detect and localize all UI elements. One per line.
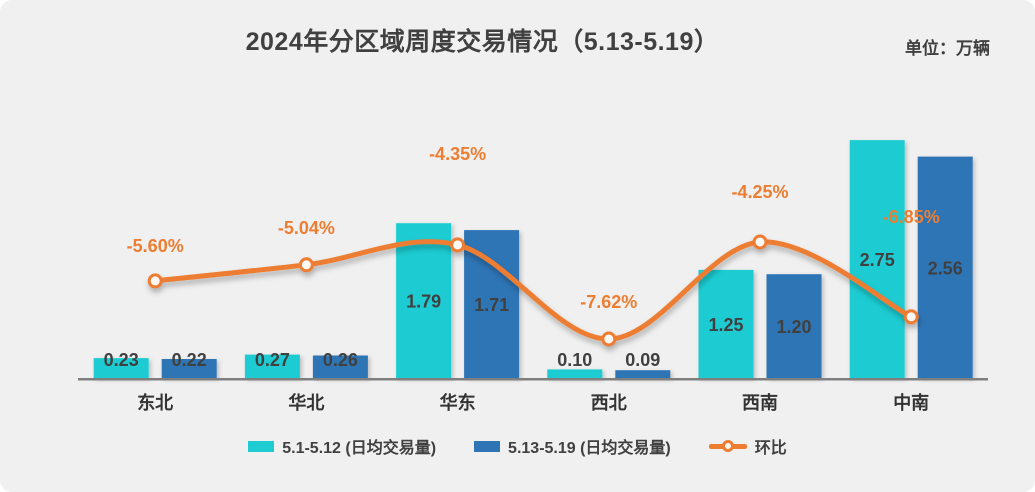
ratio-line-group [147,234,919,347]
bar-series2-5 [917,156,973,378]
ratio-point-1 [298,257,314,273]
bar-series1-3 [547,369,603,379]
x-axis-label: 华北 [288,392,324,413]
unit-label: 单位：万辆 [905,39,990,58]
legend-label-week1: 5.1-5.12 (日均交易量) [282,440,437,457]
legend: 5.1-5.12 (日均交易量) 5.13-5.19 (日均交易量) 环比 [0,434,1035,458]
pct-label: -4.25% [731,182,788,202]
legend-line-marker-icon [708,440,747,452]
legend-item-ratio: 环比 [708,434,787,458]
bar-value-label: 0.23 [104,350,139,370]
legend-swatch-cyan-icon [248,440,275,452]
bar-value-label: 1.20 [776,317,811,337]
bar-value-label: 0.10 [557,350,592,370]
bar-series1-0 [93,358,149,378]
ratio-point-4 [752,234,768,250]
bar-value-label: 0.27 [255,350,290,370]
pct-label: -5.60% [127,236,184,256]
bar-series1-2 [396,223,452,378]
ratio-point-3 [601,331,617,347]
pct-label: -6.85% [883,207,940,227]
pct-label: -5.04% [278,218,335,238]
bar-value-label: 2.75 [860,250,895,270]
pct-label: -7.62% [580,292,637,312]
legend-line-dot-icon [721,440,734,452]
bar-value-label: 0.22 [172,350,207,370]
pct-label: -4.35% [429,144,486,164]
bar-value-label: 1.79 [406,292,441,312]
legend-label-week2: 5.13-5.19 (日均交易量) [508,440,671,457]
bar-value-label: 0.26 [323,350,358,370]
bar-series2-2 [464,230,520,378]
ratio-line [152,239,914,342]
bar-series1-5 [849,140,905,378]
bar-value-label: 1.71 [474,295,509,315]
ratio-point-0 [147,273,163,289]
legend-label-ratio: 环比 [754,440,787,457]
ratio-point-2 [450,237,466,253]
x-axis-label: 中南 [893,392,929,413]
bars-group [93,140,973,379]
x-axis-label: 东北 [137,392,173,413]
chart-title: 2024年分区域周度交易情况（5.13-5.19） [245,28,720,56]
bar-value-label: 2.56 [928,258,963,278]
x-axis-label: 西北 [591,393,627,413]
x-axis-label: 华东 [440,392,476,413]
bar-value-label: 0.09 [625,350,660,370]
bar-series2-0 [161,359,217,378]
legend-item-week1: 5.1-5.12 (日均交易量) [248,434,436,458]
bar-value-label: 1.25 [708,315,743,335]
ratio-point-5 [903,309,919,325]
legend-item-week2: 5.13-5.19 (日均交易量) [474,434,671,458]
legend-swatch-blue-icon [474,440,501,452]
bar-series1-4 [698,269,754,378]
bar-series2-3 [615,370,671,378]
bar-series2-1 [312,355,368,378]
bar-series2-4 [766,274,822,378]
x-axis-label: 西南 [742,392,778,413]
bar-series1-1 [244,354,300,378]
